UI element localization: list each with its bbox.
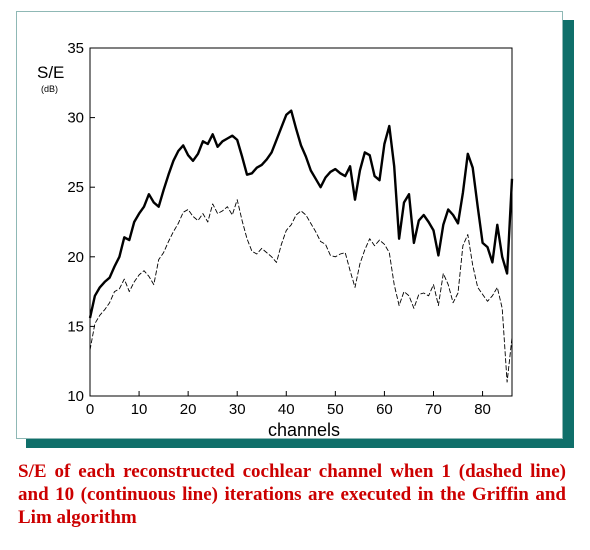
x-tick-label: 0 xyxy=(86,401,94,418)
y-tick-label: 15 xyxy=(67,318,84,335)
figure-caption: S/E of each reconstructed cochlear chann… xyxy=(18,461,566,528)
x-tick-label: 40 xyxy=(278,401,295,418)
y-tick-label: 20 xyxy=(67,249,84,266)
x-axis-label: channels xyxy=(268,420,340,440)
series-layer xyxy=(88,109,514,383)
chart-frame: 0 10 20 30 40 50 60 70 80 10 15 20 25 30 35 S/E (dB) c… xyxy=(16,11,563,440)
x-tick-label: 30 xyxy=(229,401,246,418)
x-tick-label: 50 xyxy=(327,401,344,418)
x-tick-label: 70 xyxy=(425,401,442,418)
y-axis-unit: (dB) xyxy=(41,84,58,94)
y-tick-label: 10 xyxy=(67,388,84,405)
series-line-10-iterations xyxy=(88,109,514,319)
x-tick-label: 80 xyxy=(474,401,491,418)
x-tick-label: 60 xyxy=(376,401,393,418)
y-axis-label: S/E xyxy=(37,63,64,82)
plot-area xyxy=(89,47,513,397)
y-tick-label: 30 xyxy=(67,110,84,127)
y-tick-label: 25 xyxy=(67,179,84,196)
series-line-1-iteration xyxy=(89,199,513,383)
x-tick-label: 10 xyxy=(131,401,148,418)
x-tick-label: 20 xyxy=(180,401,197,418)
y-tick-label: 35 xyxy=(67,40,84,57)
